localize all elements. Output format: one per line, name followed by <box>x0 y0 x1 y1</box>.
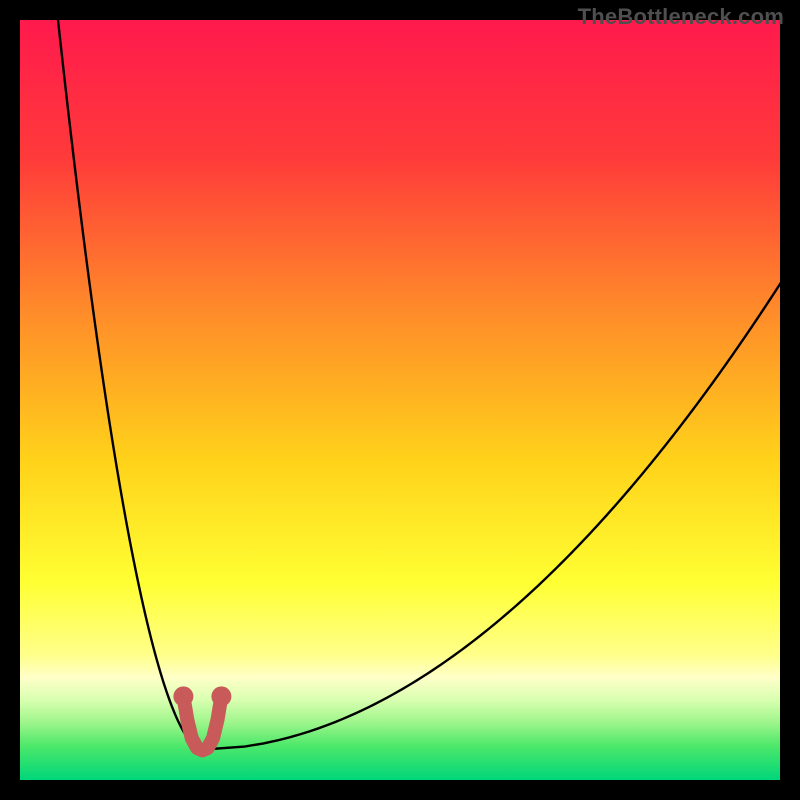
bottleneck-chart <box>0 0 800 800</box>
gradient-background <box>20 20 780 780</box>
highlight-end-marker-left <box>173 686 193 706</box>
highlight-end-marker-right <box>211 686 231 706</box>
chart-frame: TheBottleneck.com <box>0 0 800 800</box>
watermark-text: TheBottleneck.com <box>578 4 784 30</box>
